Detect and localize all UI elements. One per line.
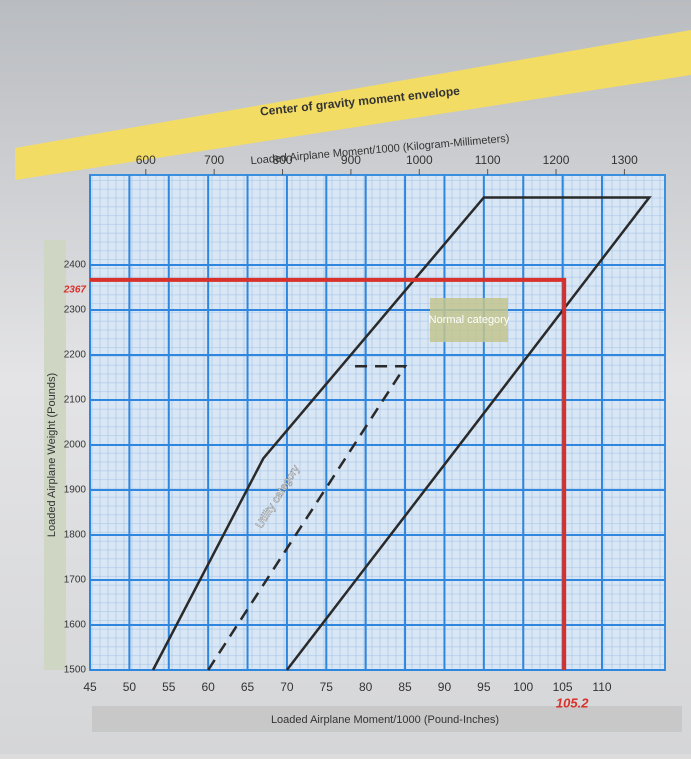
reference-label: 105.2 — [556, 695, 589, 710]
y-axis-label: Loaded Airplane Weight (Pounds) — [46, 373, 58, 537]
x-axis-label: Loaded Airplane Moment/1000 (Pound-Inche… — [271, 714, 499, 726]
x-tick-label: 45 — [83, 680, 97, 694]
plot-area — [89, 174, 666, 671]
x-tick-label: 100 — [513, 680, 533, 694]
y-tick-label: 2200 — [64, 350, 87, 361]
x2-tick-label: 800 — [273, 153, 293, 167]
series-label: Normal category — [429, 314, 510, 326]
reference-line — [90, 277, 567, 670]
x-tick-label: 70 — [280, 680, 294, 694]
y-tick-label: 2100 — [64, 395, 87, 406]
x-tick-label: 55 — [162, 680, 176, 694]
y-tick-label: 2000 — [64, 440, 87, 451]
y-tick-label: 2400 — [64, 260, 87, 271]
envelope-line — [151, 196, 652, 671]
x-tick-label: 85 — [398, 680, 412, 694]
x2-tick-label: 1000 — [406, 153, 433, 167]
x2-tick-label: 1100 — [475, 153, 501, 167]
y-tick-label: 2300 — [64, 305, 87, 316]
x-tick-label: 95 — [477, 680, 491, 694]
y-tick-label: 1600 — [64, 620, 87, 631]
x2-tick-label: 700 — [204, 153, 224, 167]
x-tick-label: 105 — [553, 680, 573, 694]
annotation-box — [430, 298, 508, 342]
envelope-line — [207, 365, 408, 671]
x-tick-label: 110 — [592, 680, 611, 694]
y-tick-label: 1800 — [64, 530, 87, 541]
x-tick-label: 80 — [359, 680, 373, 694]
x2-tick-label: 1300 — [611, 153, 638, 167]
x2-tick-label: 600 — [136, 153, 156, 167]
x-tick-label: 60 — [201, 680, 215, 694]
y-label-band — [44, 240, 66, 670]
y-tick-label: 1900 — [64, 485, 87, 496]
y-tick-label: 1700 — [64, 575, 87, 586]
x-tick-label: 75 — [320, 680, 334, 694]
x2-tick-label: 1200 — [543, 153, 570, 167]
reference-label: 2367 — [63, 284, 87, 295]
title-band — [15, 30, 691, 180]
x-label-band — [92, 706, 682, 732]
x2-tick-label: 900 — [341, 153, 361, 167]
x-tick-label: 65 — [241, 680, 255, 694]
x-tick-label: 90 — [438, 680, 452, 694]
x-tick-label: 50 — [123, 680, 137, 694]
y-tick-label: 1500 — [64, 665, 87, 676]
